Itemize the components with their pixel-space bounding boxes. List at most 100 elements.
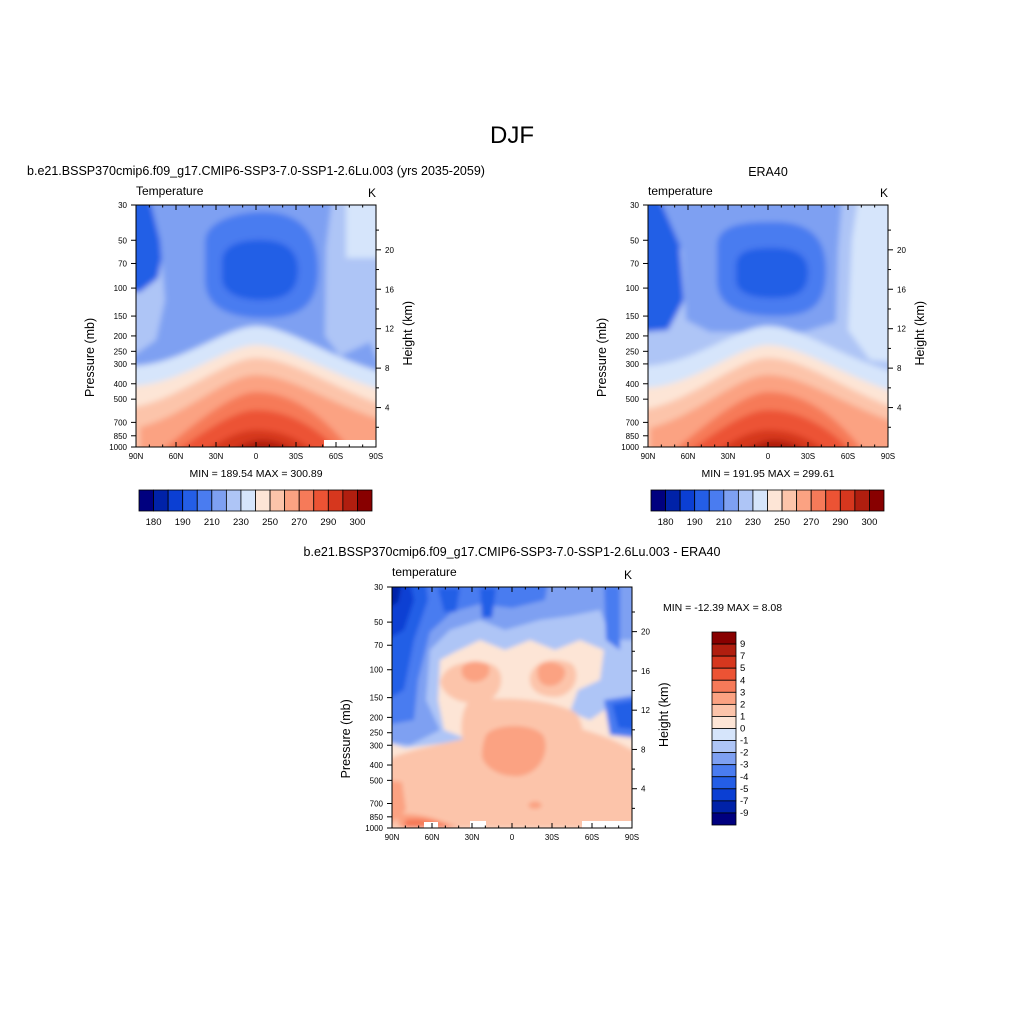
colorbar-obs-swatch bbox=[737, 489, 754, 512]
colorbar-model-swatch bbox=[284, 489, 300, 512]
diff-xtick-label: 60S bbox=[585, 833, 599, 842]
colorbar-model-swatch bbox=[225, 489, 242, 512]
colorbar-model-swatch bbox=[196, 489, 213, 512]
diff-ytick-label: 500 bbox=[370, 776, 384, 785]
colorbar-obs-label: 180 bbox=[658, 517, 674, 528]
model-xtick-label: 90N bbox=[129, 452, 144, 461]
colorbar-diff-label: -4 bbox=[740, 772, 748, 783]
colorbar-model-label: 270 bbox=[291, 517, 307, 528]
obs-xtick-label: 90N bbox=[641, 452, 656, 461]
obs-ytick-label: 400 bbox=[626, 380, 640, 389]
diff-y2label: Height (km) bbox=[657, 682, 671, 747]
panel-obs-variable: temperature bbox=[648, 184, 713, 198]
panel-diff-header: b.e21.BSSP370cmip6.f09_g17.CMIP6-SSP3-7.… bbox=[304, 545, 721, 559]
colorbar-obs-swatch bbox=[694, 489, 710, 512]
diff-ytick-label: 50 bbox=[374, 618, 383, 627]
obs-ytick-label: 500 bbox=[626, 395, 640, 404]
panel-diff-stats: MIN = -12.39 MAX = 8.08 bbox=[663, 602, 782, 614]
colorbar-obs-swatch bbox=[752, 489, 768, 512]
colorbar-model-swatch bbox=[269, 489, 286, 512]
colorbar-diff-swatch bbox=[711, 667, 737, 681]
diff-xtick-label: 90S bbox=[625, 833, 639, 842]
colorbar-obs-label: 300 bbox=[862, 517, 878, 528]
colorbar-model-swatch bbox=[211, 489, 227, 512]
colorbar-diff-swatch bbox=[711, 631, 737, 645]
colorbar-model: 180 190 210 230 250 270 290 300 bbox=[138, 489, 373, 528]
model-ytick-label: 250 bbox=[114, 347, 128, 356]
model-xtick-label: 60N bbox=[169, 452, 184, 461]
obs-ytick-label: 70 bbox=[630, 259, 639, 268]
diff-xtick-label: 30S bbox=[545, 833, 559, 842]
colorbar-diff-swatch bbox=[711, 643, 737, 657]
colorbar-diff-swatch bbox=[711, 776, 737, 790]
colorbar-model-swatch bbox=[182, 489, 198, 512]
model-ytick-label: 500 bbox=[114, 395, 128, 404]
obs-xtick-label: 0 bbox=[766, 452, 771, 461]
obs-ytick-label: 150 bbox=[626, 312, 640, 321]
diff-ytick-label: 100 bbox=[370, 666, 384, 675]
model-y2tick-label: 20 bbox=[385, 246, 394, 255]
model-xtick-label: 30S bbox=[289, 452, 303, 461]
diff-y2tick-label: 12 bbox=[641, 706, 650, 715]
colorbar-obs-swatch bbox=[854, 489, 870, 512]
colorbar-model-swatch bbox=[357, 489, 373, 512]
colorbar-obs-swatch bbox=[839, 489, 856, 512]
colorbar-model-label: 300 bbox=[350, 517, 366, 528]
colorbar-obs-swatch bbox=[708, 489, 725, 512]
colorbar-model-swatch bbox=[255, 489, 271, 512]
colorbar-obs-swatch bbox=[723, 489, 739, 512]
obs-xtick-label: 60S bbox=[841, 452, 855, 461]
obs-xtick-label: 60N bbox=[681, 452, 696, 461]
model-xtick-label: 90S bbox=[369, 452, 383, 461]
model-ytick-label: 30 bbox=[118, 201, 127, 210]
colorbar-diff-swatch bbox=[711, 788, 737, 802]
colorbar-obs-label: 210 bbox=[716, 517, 732, 528]
model-ylabel: Pressure (mb) bbox=[83, 318, 97, 397]
colorbar-diff-label: -9 bbox=[740, 808, 748, 819]
colorbar-obs-swatch bbox=[650, 489, 666, 512]
diff-xtick-label: 60N bbox=[425, 833, 440, 842]
axes-obs: 90N 60N 30N 0 30S 60S 90S 30 50 70 100 150 200 250 300… bbox=[595, 201, 927, 461]
panel-diff-contours bbox=[392, 587, 632, 828]
colorbar-obs-swatch bbox=[810, 489, 827, 512]
colorbar-obs-swatch bbox=[796, 489, 812, 512]
diff-ytick-label: 300 bbox=[370, 741, 384, 750]
panel-model-contours bbox=[136, 205, 376, 447]
colorbar-obs: 180 190 210 230 250 270 290 300 bbox=[650, 489, 885, 528]
colorbar-diff-label: 9 bbox=[740, 639, 745, 650]
colorbar-obs-swatch bbox=[781, 489, 798, 512]
model-ytick-label: 700 bbox=[114, 418, 128, 427]
colorbar-diff-label: -2 bbox=[740, 748, 748, 759]
colorbar-model-swatch bbox=[240, 489, 256, 512]
panel-model-stats: MIN = 189.54 MAX = 300.89 bbox=[189, 468, 322, 480]
colorbar-diff-label: -7 bbox=[740, 796, 748, 807]
obs-ytick-label: 700 bbox=[626, 418, 640, 427]
colorbar-model-label: 290 bbox=[320, 517, 336, 528]
diff-ytick-label: 700 bbox=[370, 799, 384, 808]
diff-ytick-label: 150 bbox=[370, 694, 384, 703]
diff-ytick-label: 200 bbox=[370, 713, 384, 722]
panel-obs-units: K bbox=[880, 186, 888, 200]
obs-ytick-label: 50 bbox=[630, 236, 639, 245]
colorbar-model-swatch bbox=[153, 489, 169, 512]
colorbar-diff-swatch bbox=[711, 812, 737, 826]
panel-model: b.e21.BSSP370cmip6.f09_g17.CMIP6-SSP3-7.… bbox=[27, 164, 485, 447]
colorbar-model-label: 250 bbox=[262, 517, 278, 528]
diff-ytick-label: 850 bbox=[370, 813, 384, 822]
panel-diff-variable: temperature bbox=[392, 565, 457, 579]
model-ytick-label: 400 bbox=[114, 380, 128, 389]
diff-xtick-label: 30N bbox=[465, 833, 480, 842]
axes-model: 90N 60N 30N 0 30S 60S 90S 30 50 70 100 150 200 250 300… bbox=[83, 201, 415, 461]
model-ytick-label: 50 bbox=[118, 236, 127, 245]
model-xtick-label: 60S bbox=[329, 452, 343, 461]
obs-xtick-label: 30N bbox=[721, 452, 736, 461]
model-y2tick-label: 12 bbox=[385, 325, 394, 334]
diff-ytick-label: 250 bbox=[370, 729, 384, 738]
colorbar-diff-swatch bbox=[711, 800, 737, 814]
model-y2label: Height (km) bbox=[401, 301, 415, 366]
colorbar-diff-label: 3 bbox=[740, 687, 745, 698]
colorbar-model-swatch bbox=[327, 489, 344, 512]
colorbar-obs-label: 270 bbox=[803, 517, 819, 528]
obs-ytick-label: 30 bbox=[630, 201, 639, 210]
